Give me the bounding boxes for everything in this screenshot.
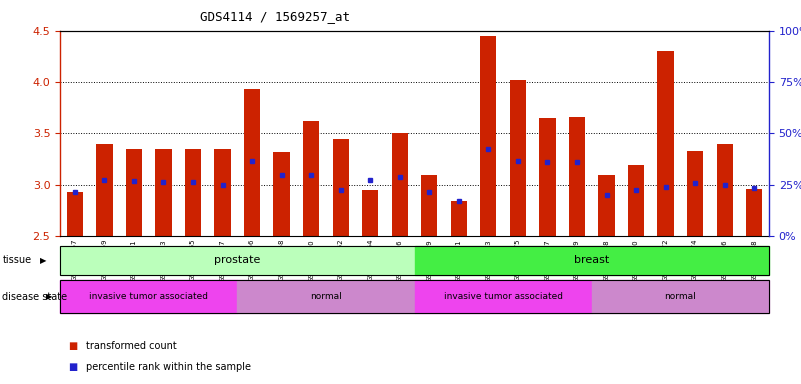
Bar bbox=[509, 80, 526, 236]
Bar bbox=[746, 189, 763, 236]
Bar bbox=[658, 51, 674, 236]
Bar bbox=[415, 246, 769, 275]
Bar bbox=[60, 280, 237, 313]
Bar bbox=[60, 246, 415, 275]
Text: ▶: ▶ bbox=[46, 292, 53, 301]
Text: percentile rank within the sample: percentile rank within the sample bbox=[86, 362, 251, 372]
Bar bbox=[481, 36, 497, 236]
Bar bbox=[215, 149, 231, 236]
Text: ■: ■ bbox=[68, 362, 78, 372]
Text: disease state: disease state bbox=[2, 291, 67, 302]
Bar bbox=[185, 149, 201, 236]
Text: GDS4114 / 1569257_at: GDS4114 / 1569257_at bbox=[200, 10, 350, 23]
Bar bbox=[303, 121, 320, 236]
Text: normal: normal bbox=[665, 292, 696, 301]
Text: invasive tumor associated: invasive tumor associated bbox=[444, 292, 562, 301]
Bar bbox=[273, 152, 290, 236]
Bar bbox=[126, 149, 142, 236]
Text: ■: ■ bbox=[68, 341, 78, 351]
Text: invasive tumor associated: invasive tumor associated bbox=[89, 292, 208, 301]
Bar bbox=[66, 192, 83, 236]
Text: tissue: tissue bbox=[2, 255, 31, 265]
Bar bbox=[244, 89, 260, 236]
Bar bbox=[96, 144, 112, 236]
Text: prostate: prostate bbox=[214, 255, 260, 265]
Bar bbox=[237, 280, 415, 313]
Text: ▶: ▶ bbox=[40, 256, 46, 265]
Bar bbox=[332, 139, 348, 236]
Text: normal: normal bbox=[310, 292, 342, 301]
Bar bbox=[628, 165, 644, 236]
Bar bbox=[451, 201, 467, 236]
Bar bbox=[155, 149, 171, 236]
Bar bbox=[592, 280, 769, 313]
Bar bbox=[415, 280, 592, 313]
Bar bbox=[569, 117, 585, 236]
Bar bbox=[392, 134, 408, 236]
Text: transformed count: transformed count bbox=[86, 341, 176, 351]
Bar bbox=[598, 174, 614, 236]
Bar bbox=[717, 144, 733, 236]
Bar bbox=[362, 190, 378, 236]
Bar bbox=[421, 174, 437, 236]
Text: breast: breast bbox=[574, 255, 610, 265]
Bar bbox=[687, 151, 703, 236]
Bar bbox=[539, 118, 556, 236]
